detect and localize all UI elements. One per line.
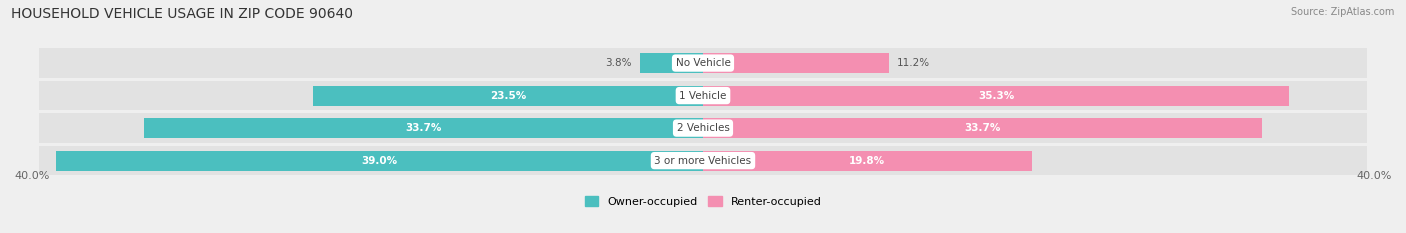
Bar (56, 151, 703, 171)
Text: 19.8%: 19.8% (849, 156, 886, 166)
Text: Source: ZipAtlas.com: Source: ZipAtlas.com (1291, 7, 1395, 17)
Bar (703, 53, 889, 73)
Legend: Owner-occupied, Renter-occupied: Owner-occupied, Renter-occupied (585, 196, 821, 207)
Bar (703, 48, 1367, 78)
Text: 2 Vehicles: 2 Vehicles (676, 123, 730, 133)
Bar (640, 53, 703, 73)
Bar (39, 146, 703, 175)
Text: 33.7%: 33.7% (405, 123, 441, 133)
Bar (703, 81, 1367, 110)
Text: 33.7%: 33.7% (965, 123, 1001, 133)
Bar (703, 118, 1263, 138)
Text: 40.0%: 40.0% (14, 171, 49, 181)
Text: 11.2%: 11.2% (897, 58, 931, 68)
Bar (703, 146, 1367, 175)
Text: 1 Vehicle: 1 Vehicle (679, 91, 727, 101)
Bar (703, 151, 1032, 171)
Bar (39, 81, 703, 110)
Text: 3.8%: 3.8% (605, 58, 631, 68)
Bar (143, 118, 703, 138)
Text: 3 or more Vehicles: 3 or more Vehicles (654, 156, 752, 166)
Bar (314, 86, 703, 106)
Bar (39, 48, 703, 78)
Text: 40.0%: 40.0% (1357, 171, 1392, 181)
Text: 39.0%: 39.0% (361, 156, 398, 166)
Text: 23.5%: 23.5% (489, 91, 526, 101)
Text: HOUSEHOLD VEHICLE USAGE IN ZIP CODE 90640: HOUSEHOLD VEHICLE USAGE IN ZIP CODE 9064… (11, 7, 353, 21)
Bar (703, 86, 1289, 106)
Bar (39, 113, 703, 143)
Text: No Vehicle: No Vehicle (675, 58, 731, 68)
Bar (703, 113, 1367, 143)
Text: 35.3%: 35.3% (979, 91, 1014, 101)
